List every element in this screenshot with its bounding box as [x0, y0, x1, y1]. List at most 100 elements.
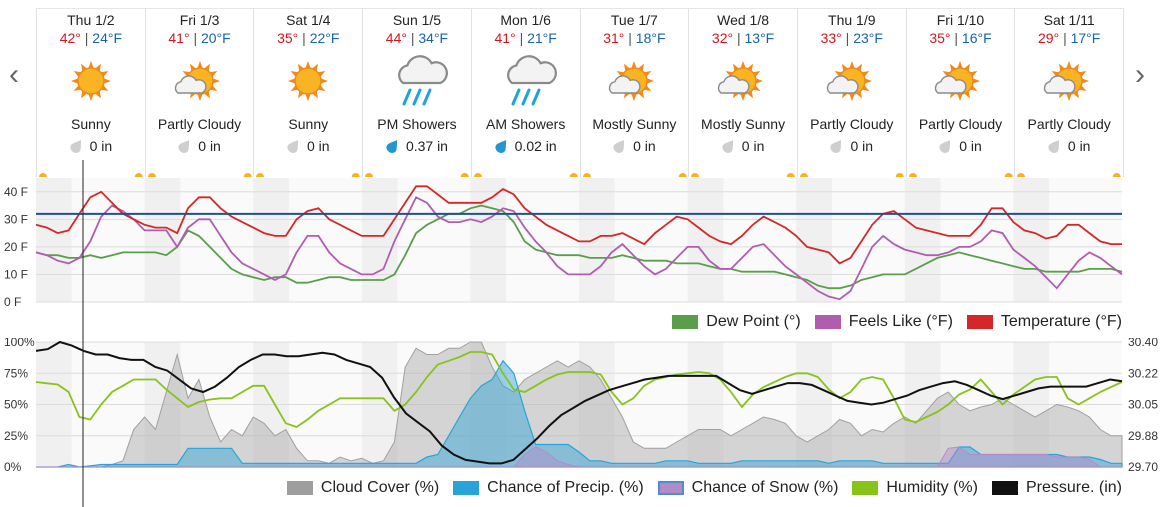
day-name: Thu 1/2 [67, 12, 115, 28]
legend-swatch [966, 315, 993, 329]
day-name: Wed 1/8 [717, 12, 770, 28]
condition-text: Partly Cloudy [157, 116, 242, 132]
raindrop-icon [722, 140, 733, 153]
high-temp: 32° [711, 30, 734, 46]
y-tick-label-right: 29.88 [1128, 429, 1158, 443]
precip-amount: 0 in [689, 136, 797, 156]
temp-separator: | [954, 30, 959, 46]
high-temp: 29° [1038, 30, 1060, 46]
day-temps: 41° | 20°F [146, 30, 254, 50]
previous-days-arrow[interactable]: ‹ [9, 58, 19, 91]
sunset-icon [460, 173, 469, 177]
raindrop-icon [287, 140, 299, 153]
day-column[interactable]: Thu 1/2 42° | 24°F Sunny 0 in [36, 9, 146, 177]
y-tick-label-left: 50% [4, 398, 28, 412]
condition-text: Mostly Sunny [592, 116, 677, 132]
night-band [904, 178, 941, 302]
night-band [470, 178, 507, 302]
temp-separator: | [736, 30, 741, 46]
day-column[interactable]: Tue 1/7 31° | 18°F Mostly Sunny 0 in [581, 9, 690, 177]
precip-amount: 0 in [254, 136, 362, 156]
day-column[interactable]: Sun 1/5 44° | 34°F PM Showers 0.37 in [363, 9, 472, 177]
day-band [723, 178, 797, 302]
sun-marks [38, 173, 143, 177]
legend-label: Feels Like (°F) [848, 313, 953, 330]
day-name: Fri 1/3 [179, 12, 220, 28]
high-temp: 41° [168, 30, 190, 46]
low-temp: 13°F [744, 30, 775, 46]
day-band [180, 178, 254, 302]
precip-value: 0.37 in [405, 138, 448, 154]
condition-text: Sunny [288, 116, 329, 132]
sunny-icon [70, 61, 111, 101]
temp-separator: | [1063, 30, 1067, 46]
atmosphere-legend: Cloud Cover (%) Chance of Precip. (%) Chan… [273, 479, 1122, 497]
legend-temperature[interactable]: Temperature (°F) [966, 313, 1122, 331]
day-column[interactable]: Thu 1/9 33° | 23°F Partly Cloudy 0 in [798, 9, 907, 177]
legend-feels-like[interactable]: Feels Like (°F) [814, 313, 953, 331]
low-temp: 21°F [527, 30, 557, 46]
legend-swatch [852, 481, 879, 495]
sunset-icon [1113, 173, 1122, 177]
legend-swatch [657, 481, 684, 495]
legend-snow-chance[interactable]: Chance of Snow (%) [657, 479, 838, 497]
low-temp: 16°F [961, 30, 992, 46]
day-band [289, 178, 362, 302]
y-tick-label: 40 F [4, 185, 28, 199]
day-band [614, 178, 688, 302]
temp-separator: | [410, 30, 415, 46]
day-temps: 41° | 21°F [472, 30, 580, 50]
rain-showers-icon [398, 55, 448, 106]
y-tick-label-left: 0% [4, 460, 22, 474]
day-column[interactable]: Wed 1/8 32° | 13°F Mostly Sunny 0 in [689, 9, 798, 177]
day-band [397, 178, 471, 302]
partly-cloudy-icon [174, 61, 220, 101]
precip-amount: 0 in [907, 136, 1015, 156]
day-column[interactable]: Fri 1/10 35° | 16°F Partly Cloudy 0 in [907, 9, 1016, 177]
sun-marks [691, 173, 795, 177]
partly-cloudy-icon [717, 61, 764, 101]
day-column[interactable]: Sat 1/11 29° | 17°F Partly Cloudy 0 in [1015, 9, 1125, 177]
y-tick-label-left: 25% [4, 429, 28, 443]
high-temp: 44° [385, 30, 407, 46]
sun-marks [147, 173, 252, 177]
day-band [940, 178, 1014, 302]
night-band [1013, 178, 1050, 302]
sunrise-icon [473, 173, 482, 177]
pressure-line [35, 340, 1123, 465]
night-band [796, 178, 833, 302]
precip-amount: 0 in [37, 136, 145, 156]
day-temps: 35° | 22°F [254, 30, 362, 50]
legend-cloud-cover[interactable]: Cloud Cover (%) [286, 479, 440, 497]
legend-precip-chance[interactable]: Chance of Precip. (%) [453, 479, 644, 497]
y-tick-label: 20 F [4, 240, 28, 254]
day-column[interactable]: Fri 1/3 41° | 20°F Partly Cloudy 0 in [146, 9, 255, 177]
legend-swatch [672, 315, 699, 329]
sunny-icon [288, 61, 329, 101]
raindrop-icon [178, 140, 190, 153]
raindrop-icon [830, 140, 842, 153]
legend-label: Dew Point (°) [706, 313, 801, 330]
y-tick-label-left: 75% [4, 366, 28, 380]
legend-pressure[interactable]: Pressure. (in) [991, 479, 1122, 497]
raindrop-icon [613, 140, 625, 153]
sunset-icon [786, 173, 795, 177]
raindrop-icon [1048, 140, 1059, 153]
sunrise-icon [582, 173, 591, 177]
raindrop-icon [386, 140, 398, 153]
legend-humidity[interactable]: Humidity (%) [852, 479, 978, 497]
legend-label: Cloud Cover (%) [320, 479, 440, 496]
day-band [832, 178, 905, 302]
temp-separator: | [628, 30, 632, 46]
precip-amount: 0 in [798, 136, 906, 156]
legend-swatch [991, 481, 1018, 495]
sunset-icon [569, 173, 578, 177]
snow-chance-area [36, 446, 1122, 468]
day-column[interactable]: Sat 1/4 35° | 22°F Sunny 0 in [254, 9, 364, 177]
precip-value: 0.02 in [514, 138, 557, 154]
precip-amount: 0.02 in [472, 136, 580, 156]
legend-dew-point[interactable]: Dew Point (°) [672, 313, 801, 331]
legend-label: Temperature (°F) [1000, 313, 1122, 330]
next-days-arrow[interactable]: › [1135, 58, 1145, 91]
day-column[interactable]: Mon 1/6 41° | 21°F AM Showers 0.02 in [472, 9, 581, 177]
